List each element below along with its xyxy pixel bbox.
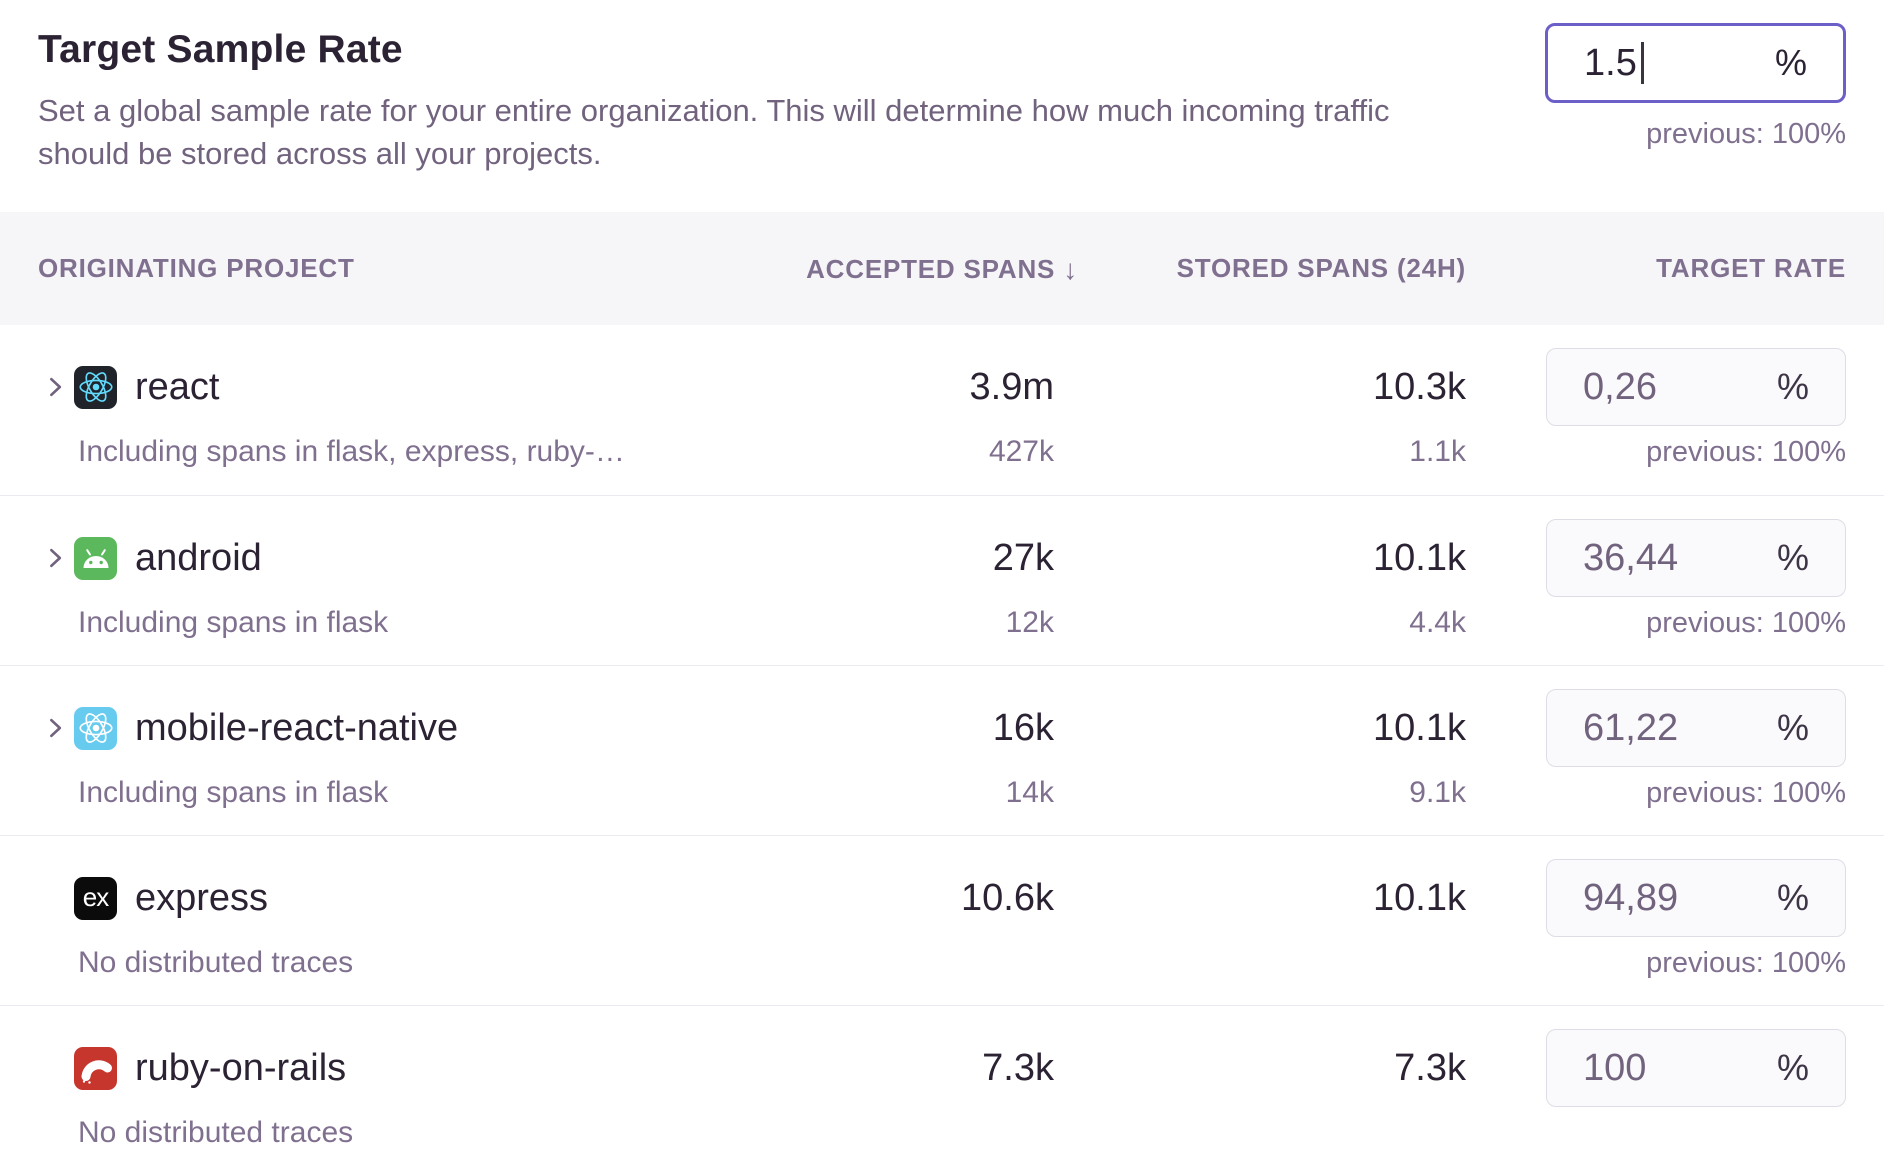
column-header-target-rate: TARGET RATE [1656,253,1846,283]
express-logo-text: ex [82,881,109,912]
stored-spans-value: 10.1k [1373,706,1466,749]
project-name: mobile-react-native [135,706,459,749]
stored-spans-subvalue: 4.4k [1409,606,1466,639]
description-line-1: Set a global sample rate for your entire… [38,93,1390,128]
global-sample-rate-input[interactable]: 1.5 % [1545,23,1846,103]
page-title: Target Sample Rate [38,28,403,71]
column-header-accepted-spans[interactable]: ACCEPTED SPANS ↓ [714,253,1077,285]
global-sample-rate-value: 1.5 [1584,41,1637,84]
stored-spans-value: 10.1k [1373,876,1466,919]
previous-rate-label: previous: 100% [1646,946,1846,979]
target-rate-value: 0,26 [1583,365,1657,408]
stored-spans-subvalue: 9.1k [1409,776,1466,809]
percent-suffix: % [1776,366,1809,407]
description-line-2: should be stored across all your project… [38,136,602,171]
project-name: android [135,536,262,579]
accepted-spans-header-label: ACCEPTED SPANS [806,253,1056,284]
previous-rate-label: previous: 100% [1646,118,1846,150]
percent-suffix: % [1776,1047,1809,1088]
percent-suffix: % [1774,42,1807,83]
stored-spans-value: 7.3k [1394,1046,1466,1089]
platform-icon: ex [74,706,117,750]
target-rate-input[interactable]: 61,22 % [1546,689,1846,767]
platform-icon: ex [74,536,117,580]
table-header: ORIGINATING PROJECT ACCEPTED SPANS ↓ STOR… [0,212,1884,325]
project-name: express [135,876,269,919]
accepted-spans-subvalue: 427k [988,435,1054,468]
section-description: Set a global sample rate for your entire… [38,89,1389,175]
target-rate-value: 100 [1583,1046,1647,1089]
row-subtext: No distributed traces [78,1116,354,1149]
target-rate-value: 36,44 [1583,536,1679,579]
expand-chevron-icon[interactable] [43,546,67,570]
project-name: react [135,365,220,408]
table-row: ex android 27k 10.1k 36,44 % [0,495,1884,665]
accepted-spans-subvalue: 14k [1005,776,1054,809]
row-subtext: Including spans in flask [78,606,389,639]
platform-icon: ex [74,1046,117,1090]
expand-chevron-icon[interactable] [43,375,67,399]
expand-chevron-icon[interactable] [43,716,67,740]
row-subtext: Including spans in flask, express, ruby-… [78,435,625,468]
column-header-originating-project: ORIGINATING PROJECT [38,253,355,283]
table-body: ex react 3.9m 10.3k 0,26 % [0,325,1884,1175]
sort-descending-icon: ↓ [1063,253,1078,285]
target-rate-input[interactable]: 100 % [1546,1029,1846,1107]
target-rate-value: 94,89 [1583,876,1679,919]
row-subtext: Including spans in flask [78,776,389,809]
project-name: ruby-on-rails [135,1046,347,1089]
accepted-spans-value: 27k [992,536,1054,579]
accepted-spans-value: 16k [992,706,1054,749]
target-rate-input[interactable]: 36,44 % [1546,519,1846,597]
column-header-stored-spans: STORED SPANS (24H) [1176,253,1466,283]
target-sample-rate-section: Target Sample Rate Set a global sample r… [0,0,1884,175]
previous-rate-label: previous: 100% [1646,435,1846,468]
stored-spans-value: 10.3k [1373,365,1466,408]
text-caret [1640,42,1644,84]
target-rate-input[interactable]: 0,26 % [1546,348,1846,426]
stored-spans-value: 10.1k [1373,536,1466,579]
row-subtext: No distributed traces [78,946,354,979]
table-row: ex ruby-on-rails 7.3k 7.3k 100 % [0,1005,1884,1175]
table-row: ex react 3.9m 10.3k 0,26 % [0,325,1884,495]
accepted-spans-value: 10.6k [961,876,1054,919]
accepted-spans-value: 7.3k [982,1046,1054,1089]
platform-icon: ex [74,365,117,409]
previous-rate-label: previous: 100% [1646,776,1846,809]
percent-suffix: % [1776,877,1809,918]
table-row: ex mobile-react-native 16k 10.1k 61,22 % [0,665,1884,835]
platform-icon: ex [74,876,117,920]
target-rate-input[interactable]: 94,89 % [1546,859,1846,937]
accepted-spans-value: 3.9m [969,365,1054,408]
accepted-spans-subvalue: 12k [1005,606,1054,639]
stored-spans-subvalue: 1.1k [1409,435,1466,468]
percent-suffix: % [1776,707,1809,748]
table-row: ex express 10.6k 10.1k 94,89 % [0,835,1884,1005]
percent-suffix: % [1776,537,1809,578]
previous-rate-label: previous: 100% [1646,606,1846,639]
target-rate-value: 61,22 [1583,706,1679,749]
